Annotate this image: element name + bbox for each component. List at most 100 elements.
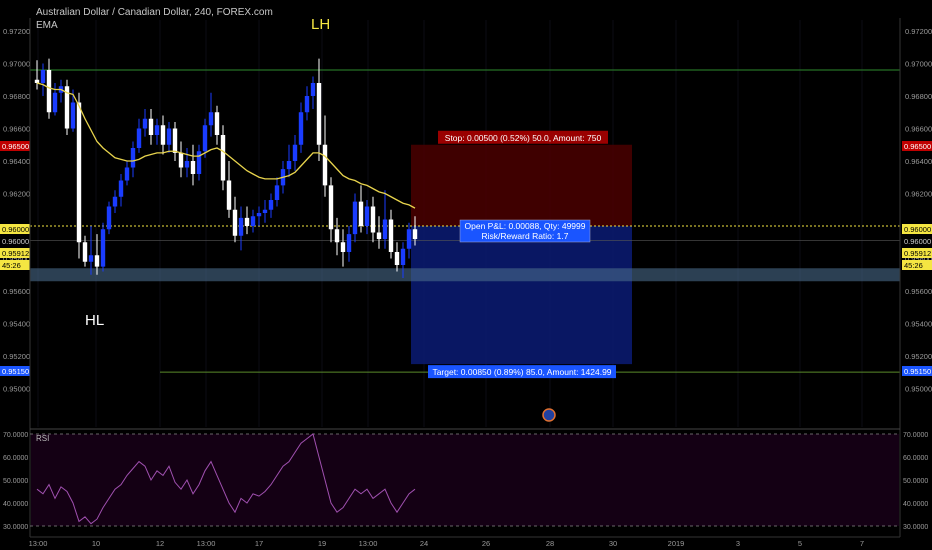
candle-body bbox=[106, 206, 112, 230]
candle-body bbox=[184, 161, 190, 168]
candle-body bbox=[352, 201, 358, 235]
price-tick-right: 0.97200 bbox=[905, 27, 932, 36]
candle-body bbox=[274, 185, 280, 200]
price-tag-left-bg bbox=[0, 141, 30, 151]
candle-body bbox=[292, 144, 298, 161]
candle-body bbox=[322, 144, 328, 186]
candle-body bbox=[298, 112, 304, 145]
candle-body bbox=[310, 83, 316, 96]
candle-body bbox=[214, 112, 220, 135]
candle-body bbox=[232, 209, 238, 236]
price-tag-left-bg bbox=[0, 236, 30, 246]
price-tag-left: 0.96000 bbox=[2, 237, 29, 246]
time-tick: 13:00 bbox=[197, 539, 216, 548]
candle-body bbox=[64, 86, 70, 129]
price-tag-left-bg bbox=[0, 366, 30, 376]
time-tick: 7 bbox=[860, 539, 864, 548]
candle-body bbox=[358, 201, 364, 226]
candle-body bbox=[34, 79, 40, 83]
candle-body bbox=[40, 70, 46, 83]
time-tick: 17 bbox=[255, 539, 263, 548]
rr-label: Risk/Reward Ratio: 1.7 bbox=[482, 231, 569, 241]
time-tick: 19 bbox=[318, 539, 326, 548]
lh-label: LH bbox=[311, 16, 330, 33]
rsi-tick-right: 50.0000 bbox=[903, 478, 928, 485]
price-tag-left-bg bbox=[0, 224, 30, 234]
price-tick-left: 0.95800 bbox=[3, 255, 30, 264]
price-tick-right: 0.96800 bbox=[905, 92, 932, 101]
candles bbox=[34, 58, 418, 278]
candle-body bbox=[256, 213, 262, 217]
candle-body bbox=[76, 102, 82, 243]
indicator-label: EMA bbox=[36, 20, 58, 31]
candle-body bbox=[238, 217, 244, 236]
price-tick-right: 0.96600 bbox=[905, 125, 932, 134]
support-zone bbox=[30, 268, 900, 282]
rsi-band bbox=[31, 434, 899, 526]
price-tick-left: 0.95000 bbox=[3, 385, 30, 394]
candle-body bbox=[370, 206, 376, 233]
price-tick-left: 0.97000 bbox=[3, 60, 30, 69]
rsi-tick-left: 30.0000 bbox=[3, 524, 28, 531]
candle-body bbox=[334, 229, 340, 243]
candle-body bbox=[100, 229, 106, 267]
time-tick: 10 bbox=[92, 539, 100, 548]
candle-body bbox=[166, 128, 172, 145]
price-tag-right: 0.95912 bbox=[904, 249, 931, 258]
pnl-label: Open P&L: 0.00088, Qty: 49999 bbox=[465, 221, 586, 231]
candle-body bbox=[208, 112, 214, 126]
price-tag-left: 0.96500 bbox=[2, 142, 29, 151]
price-tag-right-bg bbox=[902, 141, 932, 151]
time-tick: 26 bbox=[482, 539, 490, 548]
candle-body bbox=[328, 185, 334, 230]
target-label: Target: 0.00850 (0.89%) 85.0, Amount: 14… bbox=[432, 367, 611, 377]
price-tick-left: 0.96400 bbox=[3, 157, 30, 166]
price-tick-left: 0.96800 bbox=[3, 92, 30, 101]
target-label-bg bbox=[428, 365, 616, 379]
candle-body bbox=[250, 216, 256, 226]
time-tick: 30 bbox=[609, 539, 617, 548]
candle-body bbox=[388, 219, 394, 252]
price-tick-right: 0.95400 bbox=[905, 320, 932, 329]
stop-label-bg bbox=[438, 130, 608, 144]
candle-body bbox=[172, 128, 178, 153]
rsi-tick-right: 70.0000 bbox=[903, 432, 928, 439]
candle-body bbox=[88, 255, 94, 262]
candle-body bbox=[316, 83, 322, 145]
price-tag-right-bg bbox=[902, 248, 932, 258]
price-tag-right-bg bbox=[902, 366, 932, 376]
time-tick: 13:00 bbox=[359, 539, 378, 548]
candle-body bbox=[220, 135, 226, 181]
candle-body bbox=[70, 102, 76, 129]
price-tick-right: 0.95800 bbox=[905, 255, 932, 264]
rsi-tick-left: 60.0000 bbox=[3, 455, 28, 462]
rsi-tick-right: 60.0000 bbox=[903, 455, 928, 462]
price-tag-left-bg bbox=[0, 260, 30, 270]
candle-body bbox=[136, 128, 142, 148]
time-tick: 13:00 bbox=[29, 539, 48, 548]
price-tick-left: 0.95600 bbox=[3, 287, 30, 296]
price-tag-left: 45:26 bbox=[2, 261, 21, 270]
price-tick-left: 0.95400 bbox=[3, 320, 30, 329]
time-tick: 12 bbox=[156, 539, 164, 548]
price-tick-left: 0.97200 bbox=[3, 27, 30, 36]
price-tag-left: 0.95150 bbox=[2, 367, 29, 376]
price-tag-right: 0.96000 bbox=[904, 237, 931, 246]
time-tick: 5 bbox=[798, 539, 802, 548]
time-tick: 28 bbox=[546, 539, 554, 548]
candle-body bbox=[202, 125, 208, 152]
price-tick-right: 0.96200 bbox=[905, 190, 932, 199]
candle-body bbox=[82, 242, 88, 262]
chart-header: Australian Dollar / Canadian Dollar, 240… bbox=[36, 6, 273, 32]
candle-body bbox=[406, 229, 412, 249]
candle-body bbox=[262, 209, 268, 213]
price-tag-right-bg bbox=[902, 260, 932, 270]
candle-body bbox=[190, 161, 196, 174]
price-tick-right: 0.97000 bbox=[905, 60, 932, 69]
price-tag-right: 0.96000 bbox=[904, 225, 931, 234]
hl-label: HL bbox=[85, 312, 104, 329]
candle-body bbox=[118, 180, 124, 197]
price-tag-right-bg bbox=[902, 236, 932, 246]
candle-body bbox=[400, 248, 406, 265]
